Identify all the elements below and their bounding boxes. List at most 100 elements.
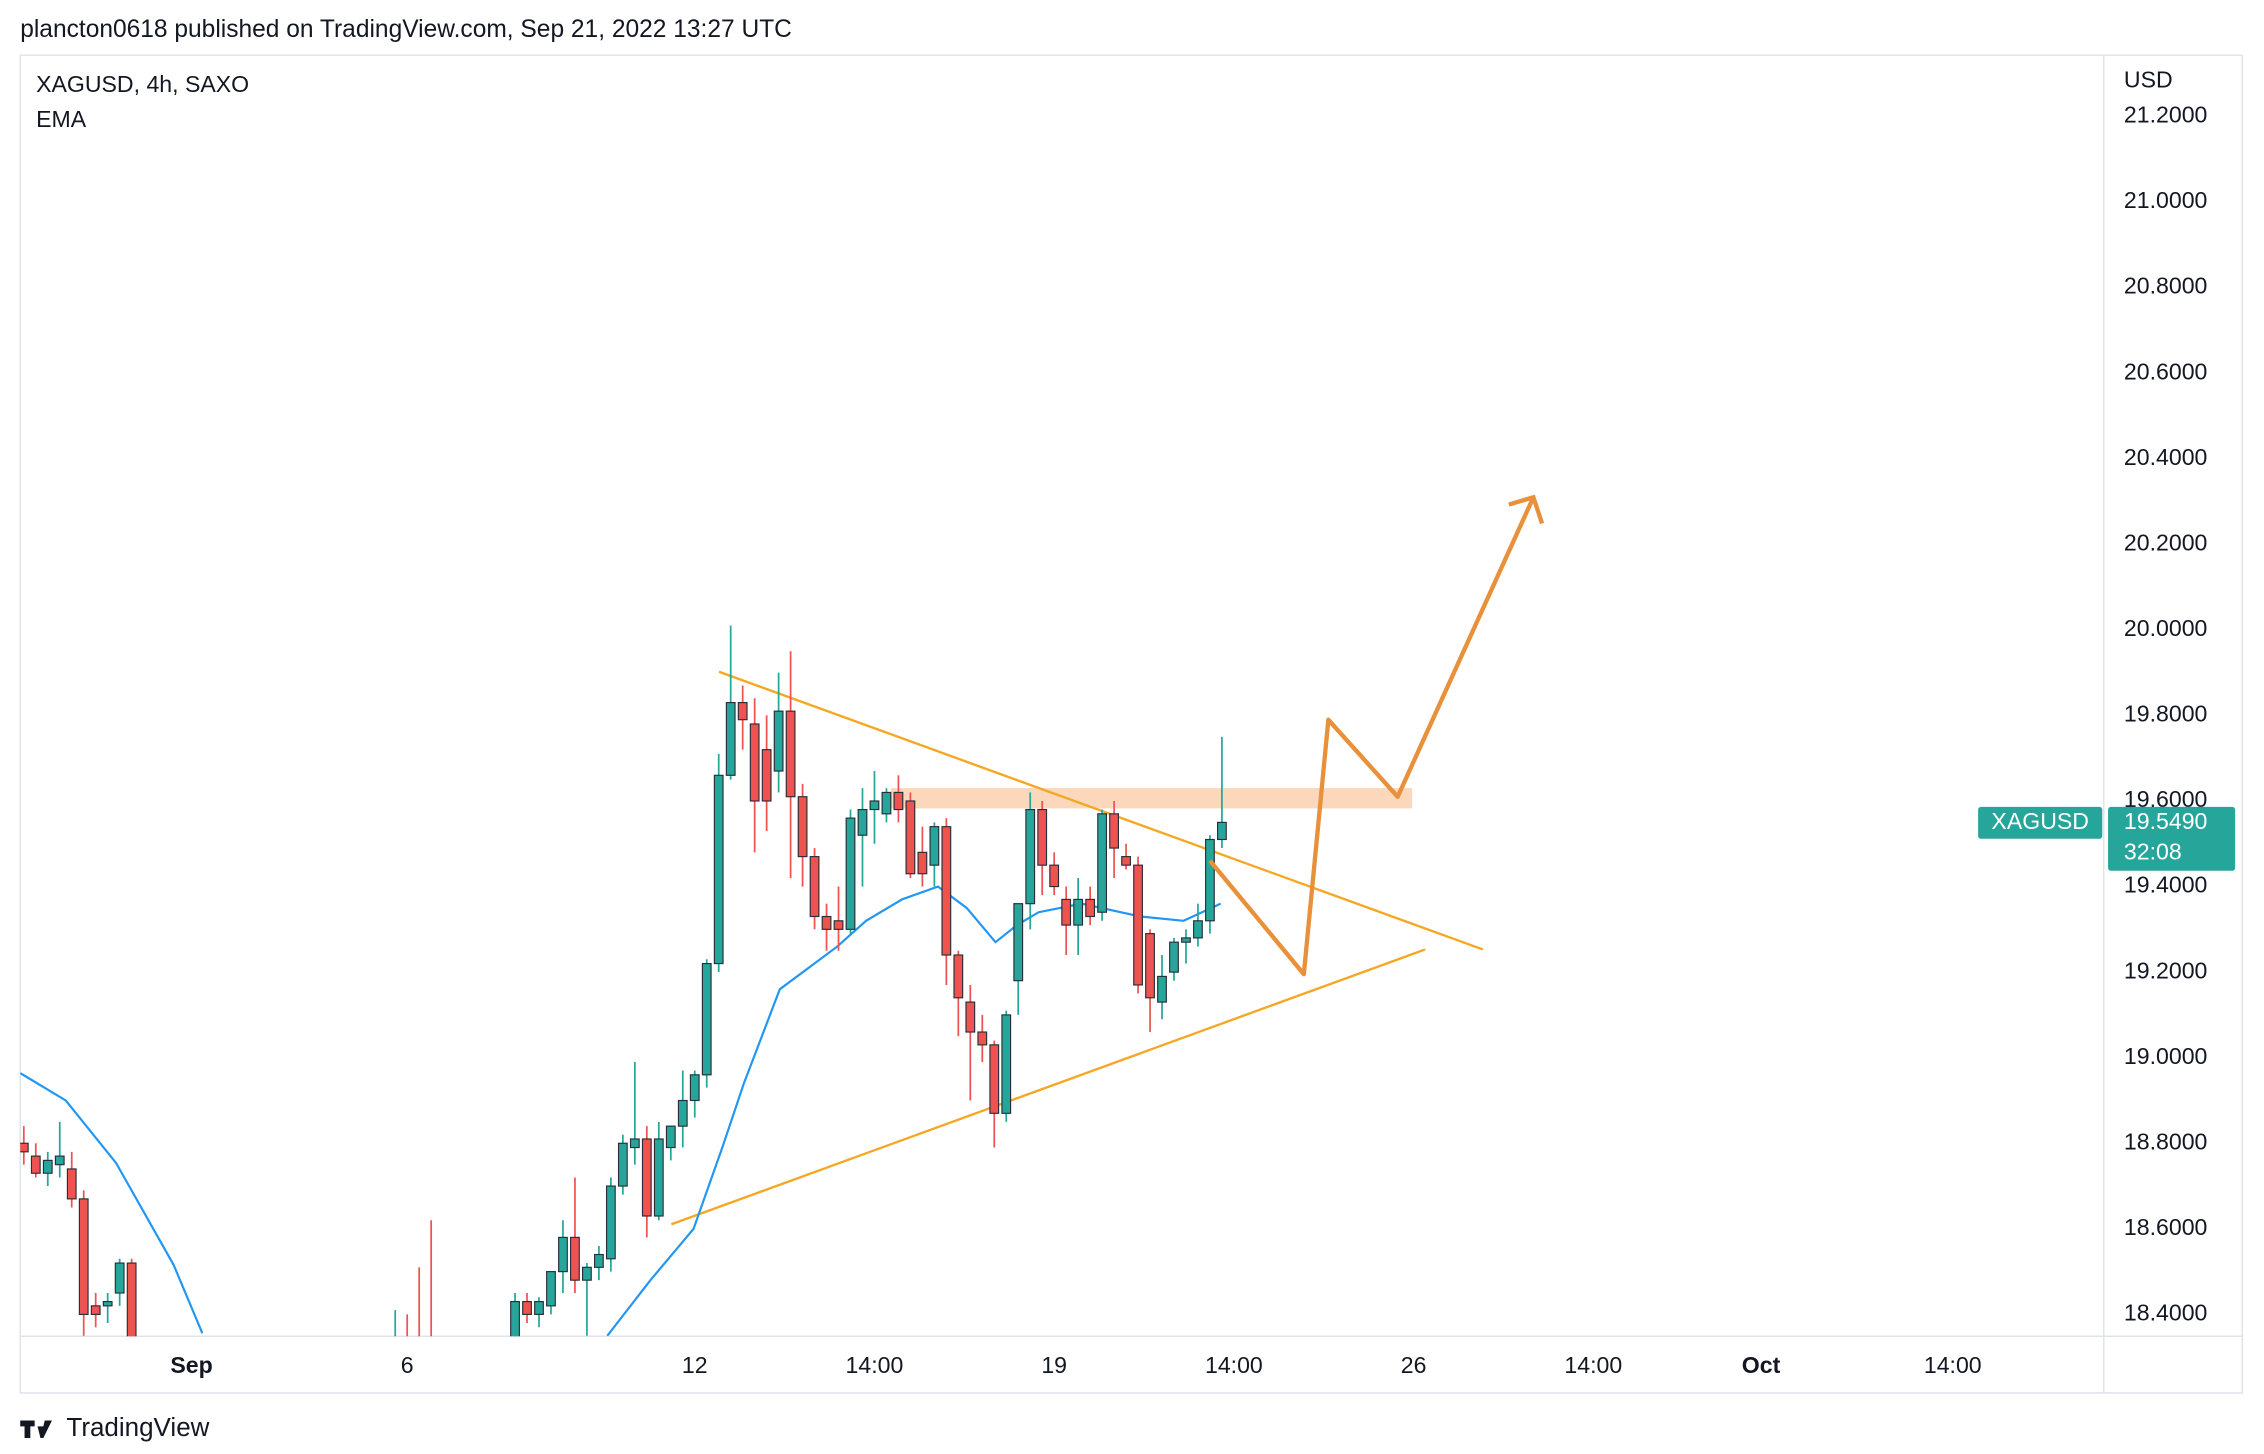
candle-body: [558, 1236, 568, 1273]
candle-body: [929, 826, 940, 866]
y-tick-label: 20.4000: [2124, 444, 2207, 470]
symbol-title: XAGUSD, 4h, SAXO: [36, 71, 249, 97]
candle-body: [977, 1031, 988, 1046]
y-tick-label: 20.8000: [2124, 273, 2207, 299]
footer-logo: TradingView: [20, 1412, 210, 1442]
y-tick-label: 19.2000: [2124, 957, 2207, 983]
brand-name: TradingView: [66, 1412, 209, 1442]
y-tick-label: 18.8000: [2124, 1128, 2207, 1154]
candle-body: [54, 1155, 65, 1166]
candle-body: [1025, 808, 1036, 905]
candle-body: [582, 1266, 592, 1281]
candle-body: [713, 774, 724, 965]
candle-body: [1121, 856, 1131, 866]
y-tick-label: 19.8000: [2124, 700, 2207, 726]
candle-body: [1013, 903, 1024, 982]
price-label: 19.5490: [2124, 808, 2207, 834]
x-tick-label: 26: [1401, 1352, 1427, 1378]
candle-body: [90, 1305, 101, 1315]
candle-body: [761, 749, 772, 802]
x-tick-label: 19: [1041, 1352, 1067, 1378]
candle-body: [1037, 808, 1048, 866]
candle-body: [677, 1099, 688, 1127]
indicator-name: EMA: [36, 106, 87, 132]
unit-bg: [2106, 58, 2240, 131]
y-tick-label: 21.2000: [2124, 102, 2207, 128]
y-tick-label: 20.6000: [2124, 358, 2207, 384]
y-tick-label: 18.6000: [2124, 1214, 2207, 1240]
candle-body: [617, 1142, 628, 1187]
candle-body: [689, 1074, 700, 1102]
price-label-bg: [2108, 806, 2236, 871]
candle-body: [1073, 898, 1084, 926]
candle-body: [701, 962, 712, 1076]
candle-body: [42, 1159, 53, 1174]
candle-body: [522, 1300, 532, 1315]
candle-body: [593, 1253, 604, 1268]
candle-body: [510, 1300, 520, 1337]
candle-body: [833, 920, 844, 930]
resistance-zone: [890, 788, 1413, 809]
candle-body: [809, 856, 820, 918]
symbol-label-bg: [1978, 806, 2103, 839]
candle-body: [1085, 898, 1096, 918]
published-line: plancton0618 published on TradingView.co…: [20, 16, 792, 43]
candle-body: [917, 851, 928, 875]
candle-body: [893, 791, 904, 811]
candle-body: [1205, 838, 1215, 922]
candle-body: [725, 702, 736, 776]
candle-body: [989, 1044, 1000, 1114]
x-tick-label: 14:00: [846, 1352, 904, 1378]
candle-body: [1133, 864, 1143, 986]
frame: [19, 54, 2244, 1394]
x-tick-label: 6: [401, 1352, 414, 1378]
candle-body: [1193, 920, 1203, 939]
candle-body: [126, 1262, 137, 1337]
candle-body: [749, 723, 760, 802]
candle-body: [665, 1125, 676, 1149]
upper-trendline: [718, 670, 1484, 951]
projection-arrowhead: [1508, 494, 1545, 525]
candle-body: [534, 1300, 544, 1315]
x-tick-label: 14:00: [1564, 1352, 1622, 1378]
projection-path: [1208, 496, 1536, 977]
candle-body: [1157, 975, 1167, 1003]
candle-body: [653, 1138, 664, 1217]
candle-body: [821, 915, 832, 930]
y-tick-label: 19.4000: [2124, 872, 2207, 898]
candle-body: [114, 1262, 125, 1294]
candle-body: [785, 710, 796, 798]
candle-body: [1061, 898, 1072, 926]
candle-body: [1145, 933, 1155, 999]
price-unit: USD: [2124, 66, 2173, 92]
x-tick-label: 14:00: [1924, 1352, 1982, 1378]
candle-body: [102, 1300, 113, 1307]
y-tick-label: 20.0000: [2124, 615, 2207, 641]
candle-body: [773, 710, 784, 772]
candle-body: [605, 1185, 616, 1260]
candle-body: [905, 800, 916, 875]
x-tick-label: 12: [682, 1352, 708, 1378]
x-tick-label: Sep: [170, 1352, 212, 1378]
candle-body: [797, 796, 808, 858]
candle-body: [737, 702, 748, 721]
candle-body: [1181, 937, 1191, 943]
y-tick-label: 18.4000: [2124, 1299, 2207, 1325]
candle-body: [570, 1236, 580, 1281]
symbol-label: XAGUSD: [1991, 808, 2089, 834]
x-tick-label: 14:00: [1205, 1352, 1263, 1378]
candle-body: [881, 791, 892, 815]
candle-body: [78, 1198, 89, 1315]
plot-area: [20, 625, 1484, 1337]
candle-body: [953, 954, 964, 999]
y-tick-label: 21.0000: [2124, 187, 2207, 213]
x-tick-label: Oct: [1742, 1352, 1781, 1378]
candle-body: [857, 808, 868, 836]
candle-body: [20, 1142, 29, 1153]
candle-body: [1049, 864, 1060, 888]
y-tick-label: 19.0000: [2124, 1043, 2207, 1069]
candle-body: [1097, 813, 1108, 913]
candle-body: [66, 1168, 77, 1200]
